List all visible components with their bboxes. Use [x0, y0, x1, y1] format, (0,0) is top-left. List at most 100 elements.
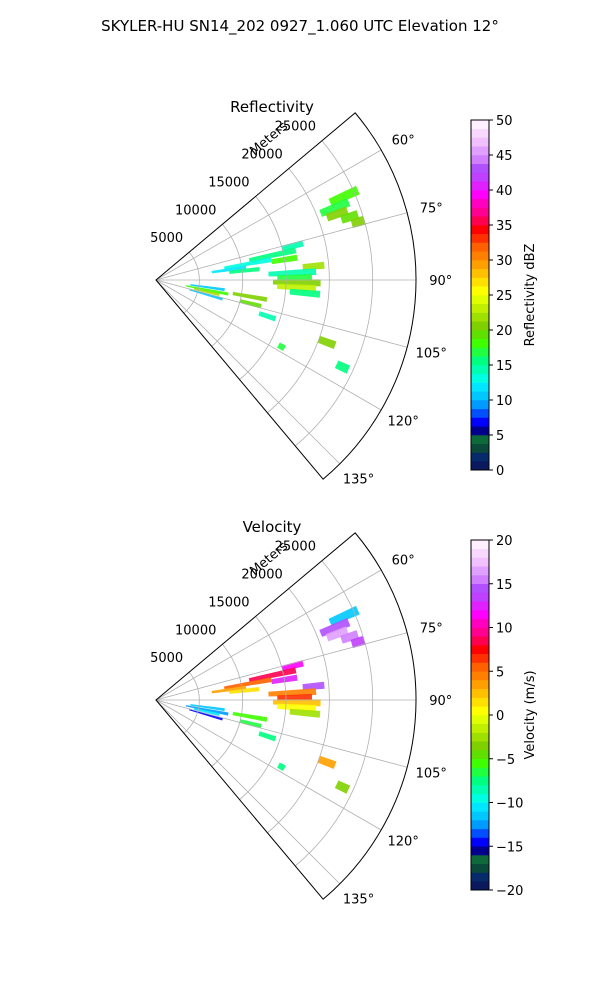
colorbar-tick-label: 45 — [496, 149, 513, 164]
colorbar-tick-label: −5 — [496, 753, 515, 768]
radar-cell — [277, 342, 286, 352]
azimuth-tick-label: 135° — [343, 473, 374, 488]
radar-cell — [317, 755, 337, 769]
colorbar-segment — [471, 391, 489, 401]
radar-cell — [317, 335, 337, 349]
colorbar-segment — [471, 277, 489, 287]
radar-cell — [334, 780, 351, 794]
radar-cell — [232, 291, 268, 302]
range-ring — [211, 644, 244, 767]
colorbar-tick-label: −20 — [496, 884, 523, 899]
colorbar-segment — [471, 697, 489, 707]
colorbar-segment — [471, 793, 489, 803]
colorbar-tick-label: 15 — [496, 578, 513, 593]
radar-cell — [325, 626, 349, 642]
range-ring — [239, 196, 287, 380]
reflectivity-panel: Reflectivity 5000 10000 15000 20000 25000 60° 7… — [150, 98, 538, 488]
colorbar-segment — [471, 881, 489, 891]
colorbar-segment — [471, 452, 489, 462]
radar-cell — [232, 711, 268, 722]
colorbar-tick-label: 15 — [496, 359, 513, 374]
colorbar-segment — [471, 295, 489, 305]
colorbar-segment — [471, 303, 489, 313]
colorbar-segment — [471, 321, 489, 331]
radial-tick-label: 10000 — [175, 203, 216, 218]
radar-cell — [193, 287, 220, 296]
colorbar-label: Velocity (m/s) — [523, 670, 538, 759]
colorbar-segment — [471, 610, 489, 620]
azimuth-tick-label: 60° — [392, 554, 415, 569]
radar-cell — [211, 265, 247, 274]
colorbar-tick-label: 25 — [496, 289, 513, 304]
colorbar-segment — [471, 163, 489, 173]
radial-tick-label: 5000 — [150, 651, 183, 666]
colorbar-segment — [471, 645, 489, 655]
colorbar-segment — [471, 190, 489, 200]
radial-tick-label: 15000 — [208, 175, 249, 190]
colorbar: −20 −15 −10 −5 0 5 10 15 20 Velocity (m/s) — [470, 534, 538, 899]
azimuth-tick-label: 120° — [388, 414, 419, 429]
colorbar-segment — [471, 601, 489, 611]
colorbar-tick-label: −10 — [496, 797, 523, 812]
colorbar-segment — [471, 732, 489, 742]
radar-cell — [328, 605, 360, 627]
colorbar-segment — [471, 811, 489, 821]
azimuth-gridline — [155, 699, 408, 768]
colorbar-segment — [471, 225, 489, 235]
colorbar-segment — [471, 172, 489, 182]
radar-cell — [239, 299, 262, 309]
colorbar-segment — [471, 338, 489, 348]
colorbar-segment — [471, 207, 489, 217]
colorbar-segment — [471, 356, 489, 366]
radar-cell — [277, 762, 286, 772]
colorbar-tick-label: 10 — [496, 622, 513, 637]
radar-cell — [211, 685, 247, 694]
colorbar-segment — [471, 400, 489, 410]
colorbar-tick-label: 5 — [496, 665, 504, 680]
radar-cell — [248, 667, 297, 683]
panel-title: Velocity — [243, 518, 302, 536]
radar-cell — [334, 360, 351, 374]
colorbar-segment — [471, 767, 489, 777]
colorbar-segment — [471, 365, 489, 375]
radial-tick-label: 25000 — [275, 120, 316, 135]
colorbar-segment — [471, 846, 489, 856]
azimuth-gridline — [155, 149, 382, 281]
colorbar-segment — [471, 417, 489, 427]
velocity-panel: Velocity 5000 10000 15000 20000 25000 60° 75° 90… — [150, 518, 538, 908]
radar-cell — [281, 240, 304, 252]
colorbar-segment — [471, 583, 489, 593]
colorbar-segment — [471, 408, 489, 418]
colorbar-segment — [471, 268, 489, 278]
colorbar-segment — [471, 540, 489, 550]
colorbar-segment — [471, 671, 489, 681]
colorbar-segment — [471, 627, 489, 637]
radar-cell — [277, 703, 317, 712]
colorbar-tick-label: 0 — [496, 709, 504, 724]
azimuth-tick-label: 60° — [392, 134, 415, 149]
colorbar-segment — [471, 653, 489, 663]
colorbar-segment — [471, 837, 489, 847]
colorbar-segment — [471, 758, 489, 768]
colorbar-segment — [471, 426, 489, 436]
colorbar-tick-label: 50 — [496, 114, 513, 129]
colorbar-segment — [471, 828, 489, 838]
range-ring — [267, 588, 330, 834]
colorbar-tick-label: 20 — [496, 324, 513, 339]
radar-cell — [258, 731, 277, 742]
colorbar-segment — [471, 872, 489, 882]
range-ring — [295, 560, 373, 867]
colorbar-segment — [471, 216, 489, 226]
colorbar-segment — [471, 548, 489, 558]
azimuth-tick-label: 90° — [429, 274, 452, 289]
radial-tick-label: 15000 — [208, 595, 249, 610]
colorbar-tick-label: 30 — [496, 254, 513, 269]
colorbar-segment — [471, 636, 489, 646]
colorbar-segment — [471, 592, 489, 602]
colorbar-segment — [471, 575, 489, 585]
colorbar-segment — [471, 723, 489, 733]
azimuth-tick-label: 75° — [420, 621, 443, 636]
colorbar-segment — [471, 776, 489, 786]
sector-frame — [155, 532, 417, 900]
colorbar-segment — [471, 312, 489, 322]
